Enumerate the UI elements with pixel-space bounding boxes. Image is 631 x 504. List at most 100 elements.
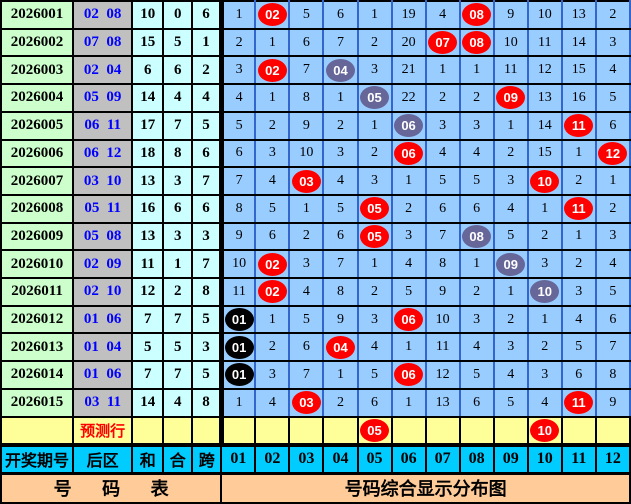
header-sum: 和	[131, 443, 165, 474]
red-ball: 11	[564, 197, 594, 221]
miss-count-cell: 2	[492, 138, 529, 169]
red-ball: 08	[462, 3, 492, 27]
red-ball: 12	[598, 141, 628, 165]
miss-count-cell: 9	[288, 110, 325, 141]
red-ball: 04	[325, 335, 355, 359]
miss-count-cell: 6	[322, 0, 359, 30]
drawn-number-cell: 05	[356, 83, 393, 113]
miss-count-cell: 4	[390, 249, 427, 280]
miss-count-cell: 12	[424, 360, 461, 390]
red-ball: 02	[257, 3, 287, 27]
chart-rows-body: 2026001 02 08 10 0 6 1 02 5 6 1 19 4 08 9 10 13 2 2026002…	[0, 0, 631, 418]
miss-count-cell: 11	[526, 27, 563, 58]
drawn-number-cell: 04	[322, 332, 359, 363]
miss-count-cell: 22	[390, 83, 427, 113]
chart-row: 2026008 05 11 16 6 6 8 5 1 5 05 2 6 6 4 1 11 2	[0, 193, 631, 224]
backzone-cell: 06 11	[72, 110, 134, 141]
he-cell: 0	[162, 0, 194, 30]
miss-count-cell: 1	[526, 304, 563, 335]
sum-cell: 17	[131, 110, 165, 141]
red-ball: 11	[564, 391, 594, 415]
drawn-number-cell: 01	[220, 304, 257, 335]
miss-count-cell: 1	[390, 332, 427, 363]
miss-count-cell: 4	[288, 277, 325, 307]
miss-count-cell: 1	[254, 83, 291, 113]
miss-count-cell: 3	[322, 138, 359, 169]
miss-count-cell: 11	[220, 277, 257, 307]
period-cell: 2026002	[0, 27, 75, 58]
miss-count-cell: 1	[322, 360, 359, 390]
black-ball: 01	[224, 335, 254, 359]
drawn-number-cell: 07	[424, 27, 461, 58]
backzone-cell: 03 10	[72, 166, 134, 196]
miss-count-cell: 6	[458, 193, 495, 224]
drawn-number-cell: 09	[492, 249, 529, 280]
drawn-number-cell: 12	[594, 138, 631, 169]
sum-cell: 11	[131, 249, 165, 280]
miss-count-cell: 13	[560, 0, 597, 30]
miss-count-cell	[288, 415, 325, 447]
backzone-cell: 03 11	[72, 387, 134, 418]
he-cell: 4	[162, 387, 194, 418]
miss-count-cell: 1	[356, 249, 393, 280]
miss-count-cell: 1	[220, 0, 257, 30]
miss-count-cell: 2	[424, 83, 461, 113]
header-ball-07: 07	[424, 443, 461, 474]
miss-count-cell: 9	[492, 0, 529, 30]
miss-count-cell	[560, 415, 597, 447]
miss-count-cell: 5	[424, 166, 461, 196]
miss-count-cell	[492, 415, 529, 447]
miss-count-cell: 4	[254, 166, 291, 196]
miss-count-cell: 5	[458, 360, 495, 390]
miss-count-cell: 3	[424, 110, 461, 141]
miss-count-cell: 4	[220, 83, 257, 113]
drawn-number-cell: 10	[526, 166, 563, 196]
miss-count-cell: 1	[424, 55, 461, 86]
backzone-cell: 01 06	[72, 304, 134, 335]
miss-count-cell: 2	[458, 277, 495, 307]
miss-count-cell: 4	[424, 0, 461, 30]
drawn-number-cell: 06	[390, 138, 427, 169]
chart-row: 2026006 06 12 18 8 6 6 3 10 3 2 06 4 4 2 15 1 12	[0, 138, 631, 169]
drawn-number-cell: 03	[288, 166, 325, 196]
drawn-number-cell: 03	[288, 387, 325, 418]
miss-count-cell: 3	[254, 360, 291, 390]
red-ball: 06	[394, 308, 424, 332]
miss-count-cell: 4	[458, 332, 495, 363]
miss-count-cell: 4	[560, 304, 597, 335]
miss-count-cell: 3	[254, 138, 291, 169]
miss-count-cell: 2	[254, 332, 291, 363]
sum-cell: 15	[131, 27, 165, 58]
period-cell: 2026015	[0, 387, 75, 418]
miss-count-cell: 6	[322, 221, 359, 252]
miss-count-cell: 5	[254, 193, 291, 224]
span-cell: 8	[191, 277, 224, 307]
period-cell: 2026006	[0, 138, 75, 169]
miss-count-cell: 7	[322, 27, 359, 58]
miss-count-cell: 2	[492, 304, 529, 335]
miss-count-cell: 21	[390, 55, 427, 86]
chart-row: 2026009 05 08 13 3 3 9 6 2 6 05 3 7 08 5 2 1 3	[0, 221, 631, 252]
period-cell: 2026004	[0, 83, 75, 113]
span-cell: 2	[191, 55, 224, 86]
miss-count-cell: 3	[390, 221, 427, 252]
miss-count-cell: 8	[220, 193, 257, 224]
header-ball-08: 08	[458, 443, 495, 474]
he-cell: 7	[162, 360, 194, 390]
chart-row: 2026005 06 11 17 7 5 5 2 9 2 1 06 3 3 1 14 11 6	[0, 110, 631, 141]
drawn-number-cell: 11	[560, 193, 597, 224]
miss-count-cell: 6	[254, 221, 291, 252]
miss-count-cell: 4	[356, 332, 393, 363]
miss-count-cell	[390, 415, 427, 447]
miss-count-cell: 3	[458, 110, 495, 141]
he-cell: 3	[162, 221, 194, 252]
red-ball: 03	[291, 391, 321, 415]
miss-count-cell: 1	[220, 387, 257, 418]
miss-count-cell	[322, 415, 359, 447]
drawn-number-cell: 01	[220, 332, 257, 363]
footer-right-title: 号码综合显示分布图	[220, 471, 631, 504]
miss-count-cell: 4	[322, 166, 359, 196]
span-cell: 6	[191, 193, 224, 224]
miss-count-cell: 14	[560, 27, 597, 58]
